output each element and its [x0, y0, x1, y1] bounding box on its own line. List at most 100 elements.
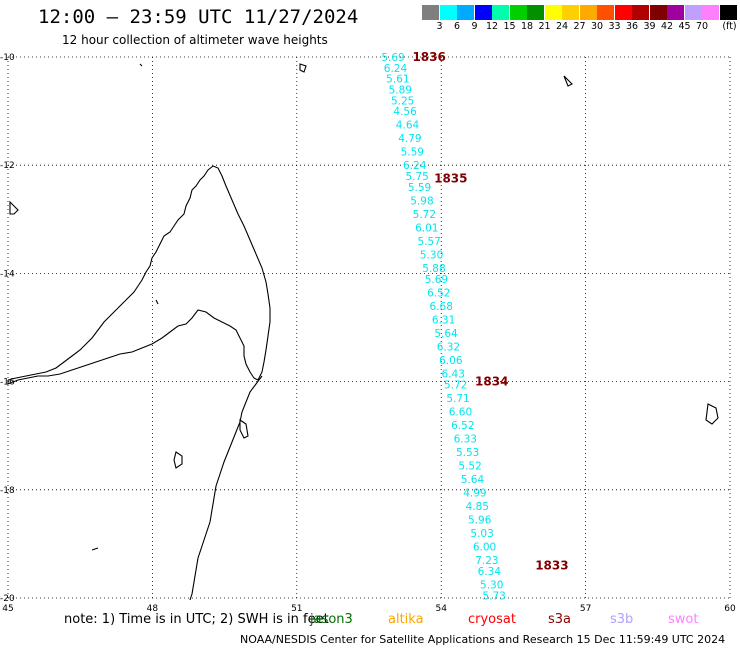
legend-label: 3: [436, 21, 443, 32]
legend-swatch: [632, 5, 649, 20]
legend-label: 33: [608, 21, 621, 32]
wave-height-value: 5.75: [405, 171, 428, 183]
wave-height-value: 5.61: [386, 74, 409, 86]
islet-c: [155, 299, 159, 305]
legend-label: 30: [590, 21, 604, 32]
legend-label: 24: [555, 21, 569, 32]
legend-swatch: [579, 5, 597, 20]
x-tick-label: 51: [291, 604, 302, 614]
islet-a: [91, 547, 99, 551]
islet-b: [139, 63, 143, 67]
wave-height-value: 6.31: [432, 314, 455, 326]
orbit-number: 1833: [535, 559, 568, 573]
island-a: [9, 200, 19, 215]
y-tick-label: -18: [0, 486, 15, 496]
wave-height-value: 4.56: [393, 106, 417, 118]
madagascar-south-coast: [189, 375, 263, 601]
legend-label: 15: [503, 21, 516, 32]
x-tick-label: 48: [147, 604, 159, 614]
footer-note: note: 1) Time is in UTC; 2) SWH is in fe…: [64, 612, 329, 627]
wave-height-value: 5.03: [470, 528, 493, 540]
satellite-s3a: s3a: [548, 612, 572, 627]
wave-height-value: 5.72: [413, 209, 436, 221]
legend-swatch: [649, 5, 667, 20]
legend-label: 6: [453, 21, 461, 32]
y-tick-label: -20: [0, 594, 15, 604]
y-tick-label: -16: [0, 378, 15, 388]
legend-swatch: [492, 5, 509, 20]
wave-height-value: 5.69: [425, 274, 448, 286]
legend-label: 12: [485, 21, 499, 32]
wave-height-value: 4.79: [398, 133, 421, 145]
wave-height-value: 5.69: [381, 52, 404, 64]
page-subtitle: 12 hour collection of altimeter wave hei…: [62, 33, 328, 47]
legend-swatch: [597, 5, 614, 20]
wave-height-value: 5.53: [456, 447, 479, 459]
orbit-number: 1834: [475, 375, 508, 389]
legend-swatch: [667, 5, 684, 20]
x-tick-label: 45: [2, 604, 13, 614]
wave-height-value: 5.59: [408, 182, 431, 194]
legend-swatch: [474, 5, 492, 20]
wave-height-value: 5.88: [422, 263, 445, 275]
legend-label: 21: [538, 21, 551, 32]
wave-height-value: 5.30: [420, 249, 443, 261]
island-e: [563, 75, 573, 87]
wave-height-value: 6.34: [478, 566, 502, 578]
orbit-number: 1835: [434, 172, 467, 186]
wave-height-value: 5.52: [458, 460, 481, 472]
wave-height-value: 5.96: [468, 515, 492, 527]
wave-height-value: 6.43: [442, 368, 465, 380]
wave-height-value: 4.85: [466, 501, 489, 513]
wave-height-value: 6.24: [384, 63, 408, 75]
satellite-s3b: s3b: [610, 612, 634, 627]
satellite-cryosat: cryosat: [468, 612, 516, 627]
orbit-labels: 1836 1835 1834 1833: [412, 50, 568, 573]
axis-labels: 45 48 51 54 57 60 -10 -12 -14 -16 -18 -20: [0, 53, 736, 614]
y-tick-label: -10: [0, 53, 15, 63]
altimeter-track: 5.696.245.615.895.254.564.644.795.596.24…: [381, 52, 505, 602]
legend-swatch: [422, 5, 439, 20]
wave-height-value: 7.23: [475, 555, 498, 567]
y-tick-label: -12: [0, 161, 15, 171]
legend-label: 42: [660, 21, 674, 32]
wave-height-value: 5.98: [410, 195, 433, 207]
legend-label: 70: [695, 21, 709, 32]
legend-swatch: [509, 5, 527, 20]
wave-height-value: 5.64: [461, 474, 485, 486]
coastline: [7, 63, 719, 601]
x-tick-label: 60: [724, 604, 736, 614]
wave-height-value: 6.33: [454, 433, 477, 445]
wave-height-value: 5.30: [480, 579, 503, 591]
wave-height-value: 6.52: [451, 420, 474, 432]
x-tick-label: 57: [580, 604, 591, 614]
legend-unit: (ft): [722, 21, 737, 32]
legend-label: 36: [625, 21, 639, 32]
satellite-altika: altika: [388, 612, 424, 627]
island-b: [173, 451, 183, 469]
legend-swatch: [614, 5, 632, 20]
legend-label: 9: [471, 21, 478, 32]
wave-height-value: 6.52: [427, 287, 450, 299]
orbit-number: 1836: [412, 50, 445, 64]
x-tick-label: 54: [435, 604, 447, 614]
wave-height-value: 6.01: [415, 222, 438, 234]
wave-height-value: 5.59: [401, 147, 424, 159]
legend-swatch: [527, 5, 544, 20]
wave-height-value: 5.89: [389, 84, 412, 96]
legend-swatch: [562, 5, 579, 20]
legend-label: 27: [573, 21, 586, 32]
wave-height-value: 5.25: [391, 95, 414, 107]
madagascar-west-coast: [7, 165, 214, 381]
legend-swatch: [544, 5, 562, 20]
legend-label: 45: [678, 21, 691, 32]
legend-label: 18: [520, 21, 534, 32]
y-tick-label: -14: [0, 269, 15, 279]
legend-label: 39: [643, 21, 656, 32]
wave-height-value: 5.71: [446, 393, 469, 405]
wave-height-value: 6.68: [430, 301, 453, 313]
wave-height-value: 6.60: [449, 406, 472, 418]
wave-height-value: 5.57: [417, 236, 440, 248]
legend-swatch: [457, 5, 474, 20]
